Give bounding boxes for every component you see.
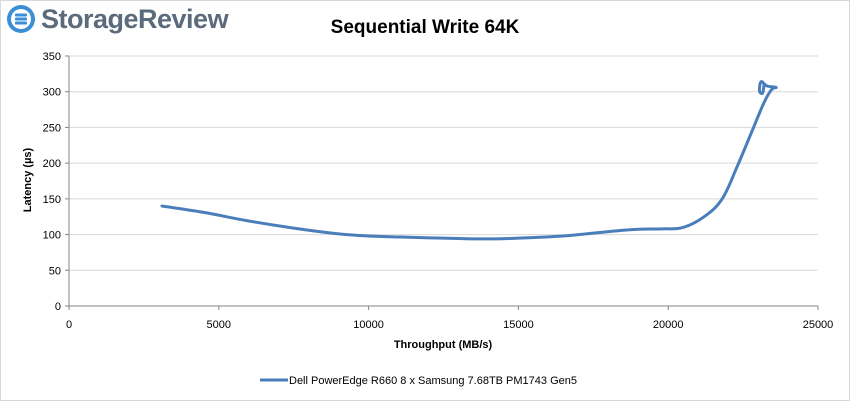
x-tick-label: 5000	[207, 319, 231, 331]
y-tick-label: 250	[43, 122, 61, 134]
x-tick-label: 15000	[503, 319, 534, 331]
brand-logo: StorageReview	[6, 4, 229, 34]
x-tick-label: 0	[66, 319, 72, 331]
y-tick-label: 100	[43, 230, 61, 242]
y-tick-label: 0	[55, 301, 61, 313]
y-tick-label: 200	[43, 158, 61, 170]
y-tick-label: 50	[49, 265, 61, 277]
legend-label: Dell PowerEdge R660 8 x Samsung 7.68TB P…	[289, 375, 577, 387]
y-tick-label: 150	[43, 194, 61, 206]
x-axis-title: Throughput (MB/s)	[394, 339, 493, 351]
y-tick-label: 300	[43, 87, 61, 99]
series-lines	[160, 80, 778, 241]
y-tick-label: 350	[43, 51, 61, 63]
x-tick-label: 20000	[653, 319, 684, 331]
brand-name: StorageReview	[41, 4, 229, 34]
y-axis-title: Latency (µs)	[22, 147, 34, 212]
storagereview-logo-icon	[7, 5, 35, 33]
series-line	[160, 80, 778, 241]
grid-lines	[69, 55, 818, 271]
tick-labels: 0 50 100 150 200 250 300 350 0 5000 10000 15000 2000…	[43, 51, 834, 331]
chart-title: Sequential Write 64K	[331, 17, 520, 38]
x-tick-label: 10000	[353, 319, 384, 331]
axes	[65, 55, 819, 310]
legend[interactable]: Dell PowerEdge R660 8 x Samsung 7.68TB P…	[260, 375, 577, 387]
x-tick-label: 25000	[803, 319, 834, 331]
